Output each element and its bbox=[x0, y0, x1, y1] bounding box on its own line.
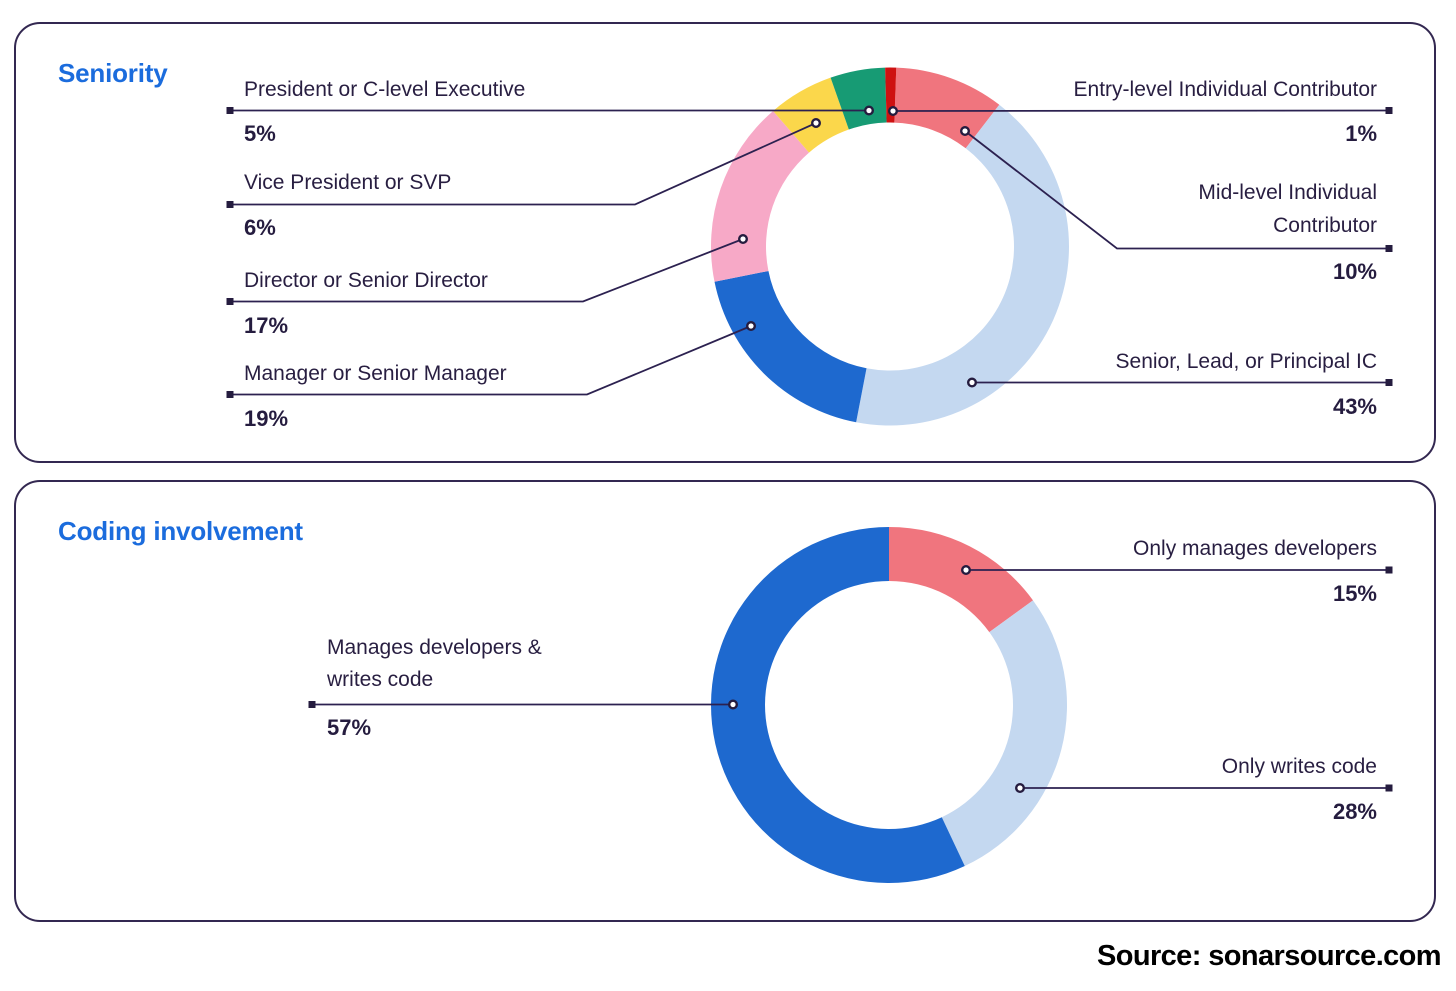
callout-label: Vice President or SVP bbox=[244, 171, 452, 194]
callout-value: 43% bbox=[1332, 394, 1377, 419]
callout-senior-ic: Senior, Lead, or Principal IC 43% bbox=[1115, 346, 1377, 419]
callout-value: 17% bbox=[244, 313, 289, 338]
source-credit: Source: sonarsource.com bbox=[1097, 940, 1442, 972]
callout-only-writes: Only writes code 28% bbox=[1221, 751, 1377, 824]
callout-value: 15% bbox=[1332, 581, 1377, 606]
callout-director: Director or Senior Director 17% bbox=[244, 265, 488, 338]
callout-label: President or C-level Executive bbox=[244, 78, 526, 101]
callout-label: Only writes code bbox=[1221, 755, 1377, 778]
callout-only-manages: Only manages developers 15% bbox=[1133, 533, 1377, 606]
callout-value: 19% bbox=[244, 406, 289, 431]
callout-label: Mid-level Individual Contributor bbox=[1198, 181, 1377, 237]
callout-label: Senior, Lead, or Principal IC bbox=[1115, 350, 1377, 373]
callout-value: 10% bbox=[1332, 259, 1377, 284]
callout-value: 6% bbox=[244, 215, 276, 240]
callout-value: 5% bbox=[244, 121, 276, 146]
coding-involvement-title: Coding involvement bbox=[58, 516, 303, 546]
seniority-title: Seniority bbox=[58, 58, 168, 88]
callout-value: 1% bbox=[1345, 121, 1377, 146]
callout-entry-level: Entry-level Individual Contributor 1% bbox=[1073, 74, 1377, 146]
callout-manager: Manager or Senior Manager 19% bbox=[244, 358, 507, 431]
callout-mid-level: Mid-level Individual Contributor 10% bbox=[1152, 176, 1377, 284]
callout-label: Entry-level Individual Contributor bbox=[1073, 78, 1377, 101]
callout-president: President or C-level Executive 5% bbox=[244, 74, 526, 146]
callout-manages-and-writes: Manages developers & writes code 57% bbox=[327, 632, 562, 740]
callout-label: Director or Senior Director bbox=[244, 269, 488, 292]
callout-value: 28% bbox=[1332, 799, 1377, 824]
callout-value: 57% bbox=[327, 715, 372, 740]
callout-label: Manager or Senior Manager bbox=[244, 362, 507, 385]
callout-vice-president: Vice President or SVP 6% bbox=[244, 167, 452, 240]
callout-label: Only manages developers bbox=[1133, 537, 1377, 560]
callout-label: Manages developers & writes code bbox=[327, 636, 542, 691]
